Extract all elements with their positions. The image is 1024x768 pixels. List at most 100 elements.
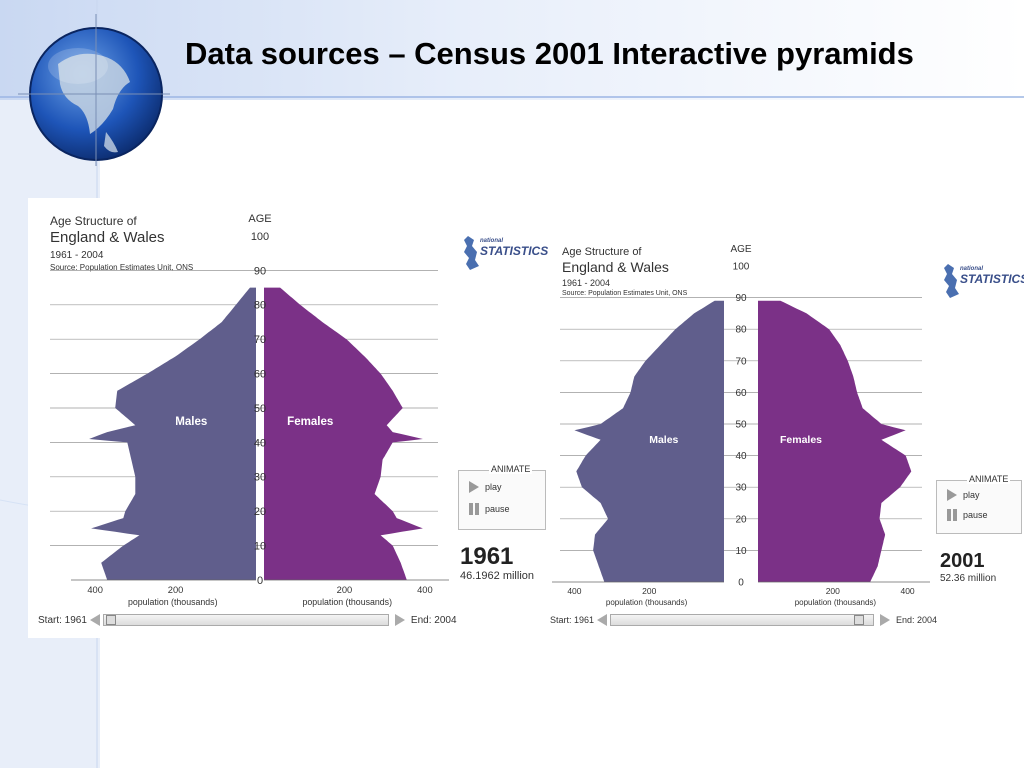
pause-button[interactable]: pause	[469, 503, 510, 515]
play-icon	[947, 489, 957, 501]
x-tick-label: 200	[337, 585, 353, 595]
y-tick-label: 20	[254, 506, 266, 518]
pyramid-panel-1961: Age Structure of England & Wales 1961 - …	[28, 198, 548, 638]
y-tick-label: 70	[735, 356, 747, 367]
pause-label: pause	[963, 510, 988, 520]
pyramid-chart-2001: AGE 0 10 20 30 40 50 60 70 80 90 100 400 200 200 400 pop…	[552, 244, 930, 607]
slider-thumb[interactable]	[853, 615, 864, 625]
x-tick-label: 200	[826, 586, 840, 596]
x-tick-label: 400	[567, 586, 581, 596]
y-tick-label: 90	[735, 293, 747, 304]
slider-thumb[interactable]	[105, 615, 116, 625]
year-display: 2001	[940, 550, 985, 572]
females-label: Females	[780, 434, 822, 446]
chart-period: 1961 - 2004	[562, 278, 611, 288]
y-tick-label: 90	[254, 265, 266, 277]
animate-box: ANIMATE play pause	[458, 464, 546, 530]
x-axis-label-left: population (thousands)	[606, 598, 688, 607]
slider-back-icon[interactable]	[89, 614, 100, 626]
y-tick-label: 50	[254, 403, 266, 415]
males-label: Males	[175, 416, 207, 428]
males-series	[89, 287, 256, 580]
y-tick-label: 30	[735, 483, 747, 494]
x-axis-label-right: population (thousands)	[795, 598, 877, 607]
play-label: play	[485, 482, 502, 492]
y-tick-label: 60	[254, 368, 266, 380]
slider-end-label: End: 2004	[896, 615, 938, 625]
y-tick-label: 10	[735, 546, 747, 557]
y-tick-label: 80	[254, 300, 266, 312]
chart-title: Age Structure of	[562, 246, 642, 258]
uk-map-icon	[944, 264, 959, 298]
females-label: Females	[287, 416, 333, 428]
animate-label: ANIMATE	[967, 474, 1011, 484]
logo-text: STATISTICS	[960, 272, 1024, 286]
globe-icon	[18, 14, 170, 166]
year-display: 1961	[460, 543, 514, 570]
chart-subtitle: England & Wales	[562, 259, 669, 275]
slider-track[interactable]	[102, 614, 389, 626]
y-tick-label: 80	[735, 325, 747, 336]
time-slider: Start: 1961 End: 2004	[550, 614, 937, 626]
play-label: play	[963, 490, 980, 500]
logo-text: STATISTICS	[480, 244, 549, 258]
chart-source: Source: Population Estimates Unit, ONS	[562, 290, 688, 297]
females-series	[758, 300, 912, 582]
pause-icon	[469, 503, 479, 515]
play-icon	[469, 481, 479, 493]
chart-subtitle: England & Wales	[50, 229, 165, 246]
y-tick-label: 40	[735, 451, 747, 462]
females-series	[264, 287, 423, 580]
animate-label: ANIMATE	[489, 464, 533, 474]
pause-icon	[947, 509, 957, 521]
slider-start-label: Start: 1961	[550, 615, 595, 625]
play-button[interactable]: play	[947, 489, 980, 501]
y-tick-label: 10	[254, 540, 266, 552]
y-tick-label: 100	[733, 262, 750, 273]
chart-period: 1961 - 2004	[50, 250, 104, 261]
slide-title: Data sources – Census 2001 Interactive p…	[185, 36, 914, 71]
pyramid-chart-1961: AGE 0 10 20 30 40 50 60 70 80 90 100 400 200 200 400 pop…	[50, 213, 449, 607]
y-axis-label: AGE	[248, 213, 271, 225]
y-axis-label: AGE	[730, 244, 751, 255]
x-tick-label: 400	[900, 586, 914, 596]
slider-back-icon[interactable]	[597, 614, 608, 626]
y-tick-label: 60	[735, 388, 747, 399]
y-tick-label: 70	[254, 334, 266, 346]
x-axis-label-left: population (thousands)	[128, 597, 218, 607]
total-population: 52.36 million	[940, 573, 997, 584]
y-tick-label: 50	[735, 420, 747, 431]
pyramid-panel-2001: Age Structure of England & Wales 1961 - …	[548, 232, 1024, 632]
total-population: 46.1962 million	[460, 570, 534, 582]
y-tick-label: 100	[251, 231, 269, 243]
y-tick-label: 30	[254, 472, 266, 484]
play-button[interactable]: play	[469, 481, 502, 493]
slider-forward-icon[interactable]	[880, 614, 891, 626]
x-tick-label: 200	[642, 586, 656, 596]
uk-map-icon	[464, 236, 479, 270]
slider-start-label: Start: 1961	[38, 614, 87, 626]
logo-small-text: national	[960, 266, 984, 272]
males-series	[574, 300, 724, 582]
chart-title: Age Structure of	[50, 214, 137, 228]
y-tick-label: 40	[254, 437, 266, 449]
slider-forward-icon[interactable]	[394, 614, 405, 626]
males-label: Males	[649, 434, 678, 446]
animate-box: ANIMATE play pause	[936, 474, 1022, 534]
y-tick-label: 0	[257, 575, 263, 587]
y-tick-label: 20	[735, 514, 747, 525]
x-tick-label: 400	[417, 585, 433, 595]
pause-label: pause	[485, 504, 510, 514]
x-axis-label-right: population (thousands)	[303, 597, 393, 607]
slider-track[interactable]	[610, 614, 875, 626]
pause-button[interactable]: pause	[947, 509, 988, 521]
time-slider: Start: 1961 End: 2004	[38, 614, 457, 626]
national-statistics-logo: national STATISTICS	[940, 262, 1024, 302]
chart-source: Source: Population Estimates Unit, ONS	[50, 263, 194, 272]
x-tick-label: 400	[87, 585, 103, 595]
y-tick-label: 0	[738, 578, 744, 589]
x-tick-label: 200	[168, 585, 184, 595]
national-statistics-logo: national STATISTICS	[460, 234, 548, 274]
logo-small-text: national	[480, 238, 504, 244]
slider-end-label: End: 2004	[410, 614, 457, 626]
